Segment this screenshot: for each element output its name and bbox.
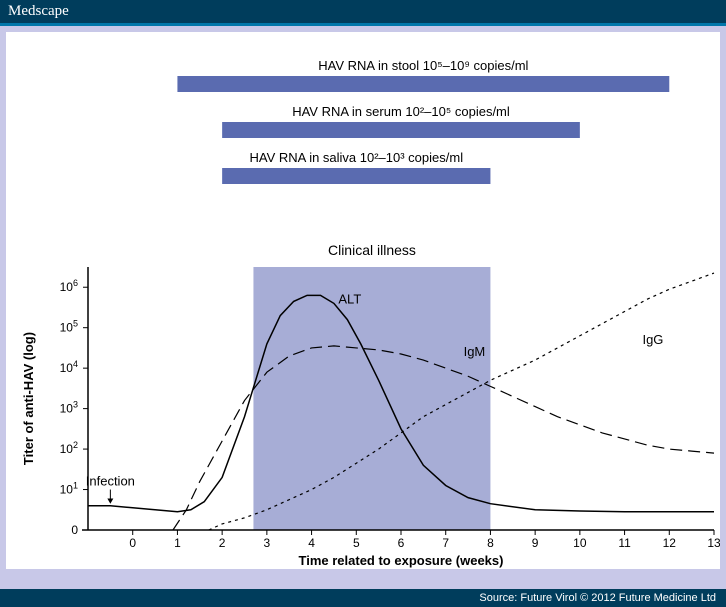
x-tick-label: 3: [264, 536, 271, 550]
infection-label: Infection: [86, 473, 135, 488]
x-tick-label: 6: [398, 536, 405, 550]
x-tick-label: 0: [129, 536, 136, 550]
figure-outer: Clinical illness012345678910111213Time r…: [0, 26, 726, 589]
series-label-igg: IgG: [642, 332, 663, 347]
x-tick-label: 11: [618, 536, 631, 550]
x-tick-label: 1: [174, 536, 181, 550]
x-tick-label: 12: [663, 536, 677, 550]
hav-bar: [177, 76, 669, 92]
x-tick-label: 10: [573, 536, 587, 550]
y-tick-label: 106: [60, 278, 78, 294]
x-tick-label: 7: [442, 536, 449, 550]
x-tick-label: 4: [308, 536, 315, 550]
brand-header: Medscape: [0, 0, 726, 26]
y-tick-label: 0: [71, 523, 78, 537]
x-tick-label: 9: [532, 536, 539, 550]
hav-bar-label: HAV RNA in stool 10⁵–10⁹ copies/ml: [318, 58, 528, 73]
series-label-igm: IgM: [464, 344, 486, 359]
y-tick-label: 103: [60, 400, 78, 416]
clinical-illness-label: Clinical illness: [328, 242, 416, 258]
x-tick-label: 2: [219, 536, 226, 550]
y-tick-label: 101: [60, 481, 78, 497]
brand-logo-text: Medscape: [8, 3, 69, 19]
x-axis-label: Time related to exposure (weeks): [299, 553, 504, 568]
source-text: Source: Future Virol © 2012 Future Medic…: [479, 592, 716, 604]
hav-timeline-chart: Clinical illness012345678910111213Time r…: [6, 32, 720, 569]
y-axis-label: Titer of anti-HAV (log): [21, 332, 36, 465]
x-tick-label: 5: [353, 536, 360, 550]
series-label-alt: ALT: [338, 291, 361, 306]
hav-bar-label: HAV RNA in serum 10²–10⁵ copies/ml: [292, 104, 510, 119]
hav-bar-label: HAV RNA in saliva 10²–10³ copies/ml: [249, 150, 463, 165]
figure-panel: Clinical illness012345678910111213Time r…: [6, 32, 720, 569]
y-tick-label: 104: [60, 359, 78, 375]
hav-bar: [222, 122, 580, 138]
y-tick-label: 105: [60, 319, 78, 335]
hav-bar: [222, 168, 490, 184]
x-tick-label: 8: [487, 536, 494, 550]
infection-arrow-head: [107, 498, 113, 503]
y-tick-label: 102: [60, 440, 78, 456]
source-footer: Source: Future Virol © 2012 Future Medic…: [0, 589, 726, 607]
x-tick-label: 13: [707, 536, 720, 550]
